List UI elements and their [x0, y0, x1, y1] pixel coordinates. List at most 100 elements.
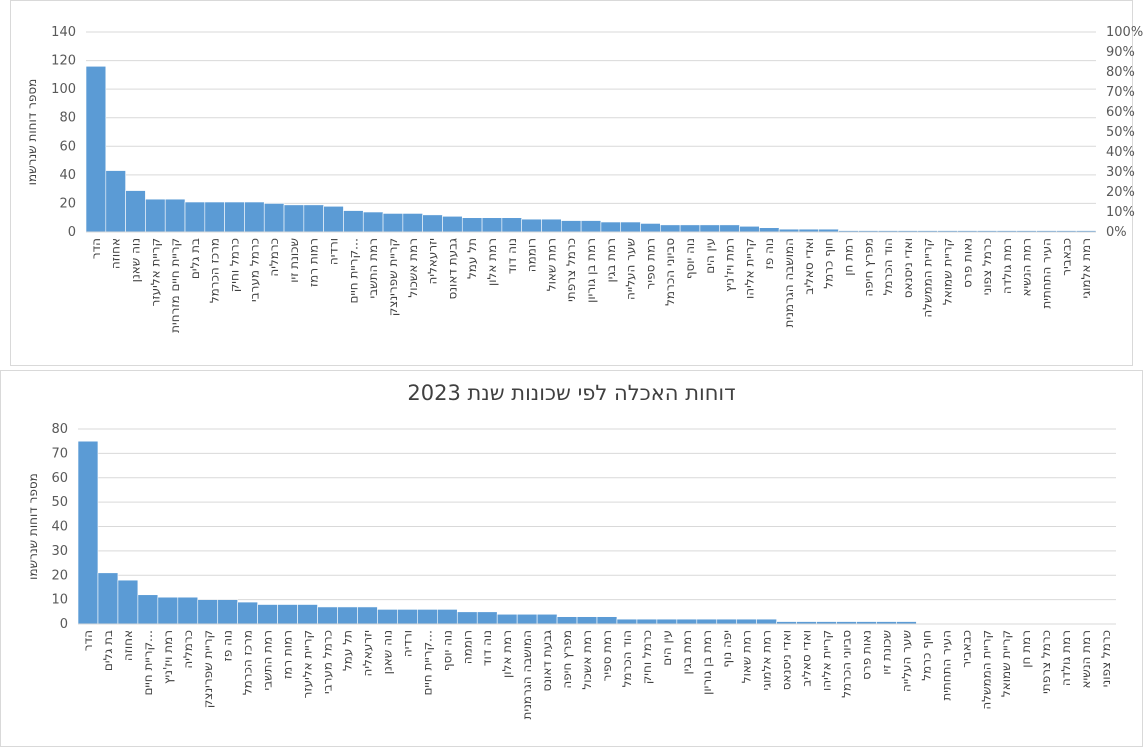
bar [600, 221, 622, 233]
category-label: רמת אלון [500, 630, 514, 678]
category-label: נוה דוד [480, 630, 494, 666]
category-label: סביוני הכרמל [840, 630, 854, 698]
category-label: העיר התחתית [939, 630, 953, 701]
bar [739, 225, 760, 233]
category-label: שער העלייה [624, 238, 638, 300]
bar [337, 606, 358, 625]
bar [422, 214, 443, 233]
y-tick-label: 30 [51, 544, 68, 559]
category-label: כרמל צרפתי [564, 238, 578, 302]
bar [277, 604, 298, 625]
category-label: כבאביר [959, 630, 973, 668]
bar [397, 609, 418, 625]
category-label: רמת אלמוגי [1079, 238, 1093, 299]
category-label: קריית חיים… [420, 630, 434, 696]
category-label: הוד הכרמל [881, 238, 895, 295]
category-label: עין הים [703, 238, 717, 274]
bar [756, 618, 777, 625]
category-label: רמת התשבי [366, 238, 380, 298]
y-tick-label: 80 [59, 111, 76, 126]
category-label: העיר התחתית [1039, 238, 1053, 309]
y2-tick-label: 80% [1106, 65, 1135, 80]
category-label: רמת חן [841, 238, 855, 276]
bar-chart-top: 0 20 40 60 80 100 120 140 0% 10% 20% 30% 40% 50% 60% 70… [25, 25, 1143, 333]
category-label: חוף כרמל [919, 630, 933, 681]
bar [244, 201, 265, 233]
chart-panel-top: 0 20 40 60 80 100 120 140 0% 10% 20% 30% 40% 50% 60% 70… [10, 0, 1143, 366]
category-label: מפרץ חיפה [861, 238, 875, 297]
category-label: נוה שאנן [380, 630, 394, 674]
category-label: רמת אלמוגי [760, 630, 774, 691]
bar [382, 213, 404, 233]
category-label: שער העלייה [899, 630, 913, 692]
bar [481, 217, 503, 233]
bar [456, 611, 478, 625]
category-label: רמת חן [1019, 630, 1033, 668]
y-tick-label: 0 [68, 225, 76, 240]
category-label: רמת אשכול [406, 238, 420, 298]
category-label: רמת בגין [604, 238, 618, 282]
bar [297, 604, 318, 625]
category-label: קריית הממשלה [921, 238, 935, 318]
category-label: ואדי ניסנאס [780, 630, 794, 690]
category-label: קריית אליעזר [301, 630, 315, 698]
bar [417, 609, 438, 625]
category-label: קריית אליעזר [148, 238, 162, 306]
bar [736, 618, 757, 625]
y-tick-label: 120 [51, 54, 76, 69]
category-label: כבאביר [1059, 238, 1073, 276]
bar [362, 211, 384, 233]
category-label: כרמליה [267, 238, 281, 277]
category-label: הוד הכרמל [620, 630, 634, 687]
bar [437, 609, 458, 625]
category-label: נוה שאנן [129, 238, 143, 282]
bar [257, 604, 278, 625]
category-label: יזרעאליה [360, 630, 374, 677]
bar [125, 190, 146, 233]
bar [145, 198, 166, 233]
category-label: רמת אלון [485, 238, 499, 286]
category-label: ואדי סאליב [802, 238, 816, 295]
bar [696, 618, 718, 625]
bar [656, 618, 678, 625]
category-label: קריית שמואל [940, 238, 954, 305]
y-tick-label: 50 [51, 495, 68, 510]
category-label: ורדיה [400, 630, 414, 657]
bar [177, 596, 199, 625]
y-tick-label: 60 [51, 471, 68, 486]
bar [496, 613, 518, 625]
y2-tick-label: 100% [1106, 25, 1143, 40]
category-label: רמת ספיר [643, 238, 657, 289]
category-label: רוממה [460, 630, 474, 664]
category-label: נאות פרס [859, 630, 873, 680]
category-label: גבעת דאונס [445, 238, 459, 300]
category-label: רמת שאול [740, 630, 754, 683]
category-label: הדר [89, 238, 103, 259]
bar [164, 198, 186, 233]
category-label: רמת בגין [680, 630, 694, 674]
category-label: רמת ויז'ניץ [723, 238, 737, 292]
category-label: רמת בן גוריון [584, 238, 598, 303]
category-label: תל עמל [465, 238, 479, 279]
y-tick-label: 80 [51, 422, 68, 437]
category-label: נוה דוד [505, 238, 519, 274]
category-label: כרמל צרפתי [1039, 630, 1053, 694]
bar [77, 440, 99, 625]
category-label: רמת ספיר [600, 630, 614, 681]
category-label: קריית אליהו [742, 238, 756, 299]
bar [536, 613, 558, 625]
bar [556, 616, 578, 625]
bar [105, 170, 126, 233]
category-label: קריית אליהו [820, 630, 834, 691]
y-tick-label: 40 [59, 168, 76, 183]
bar [283, 204, 305, 233]
category-label: חוף כרמל [822, 238, 836, 289]
bar [716, 618, 738, 625]
bar [237, 601, 258, 625]
category-label: כרמליה [181, 630, 195, 669]
category-label: המושבה הגרמנית [782, 238, 796, 327]
y-tick-label: 70 [51, 446, 68, 461]
bar [501, 217, 522, 233]
bar [303, 204, 324, 233]
y-tick-label: 20 [59, 196, 76, 211]
